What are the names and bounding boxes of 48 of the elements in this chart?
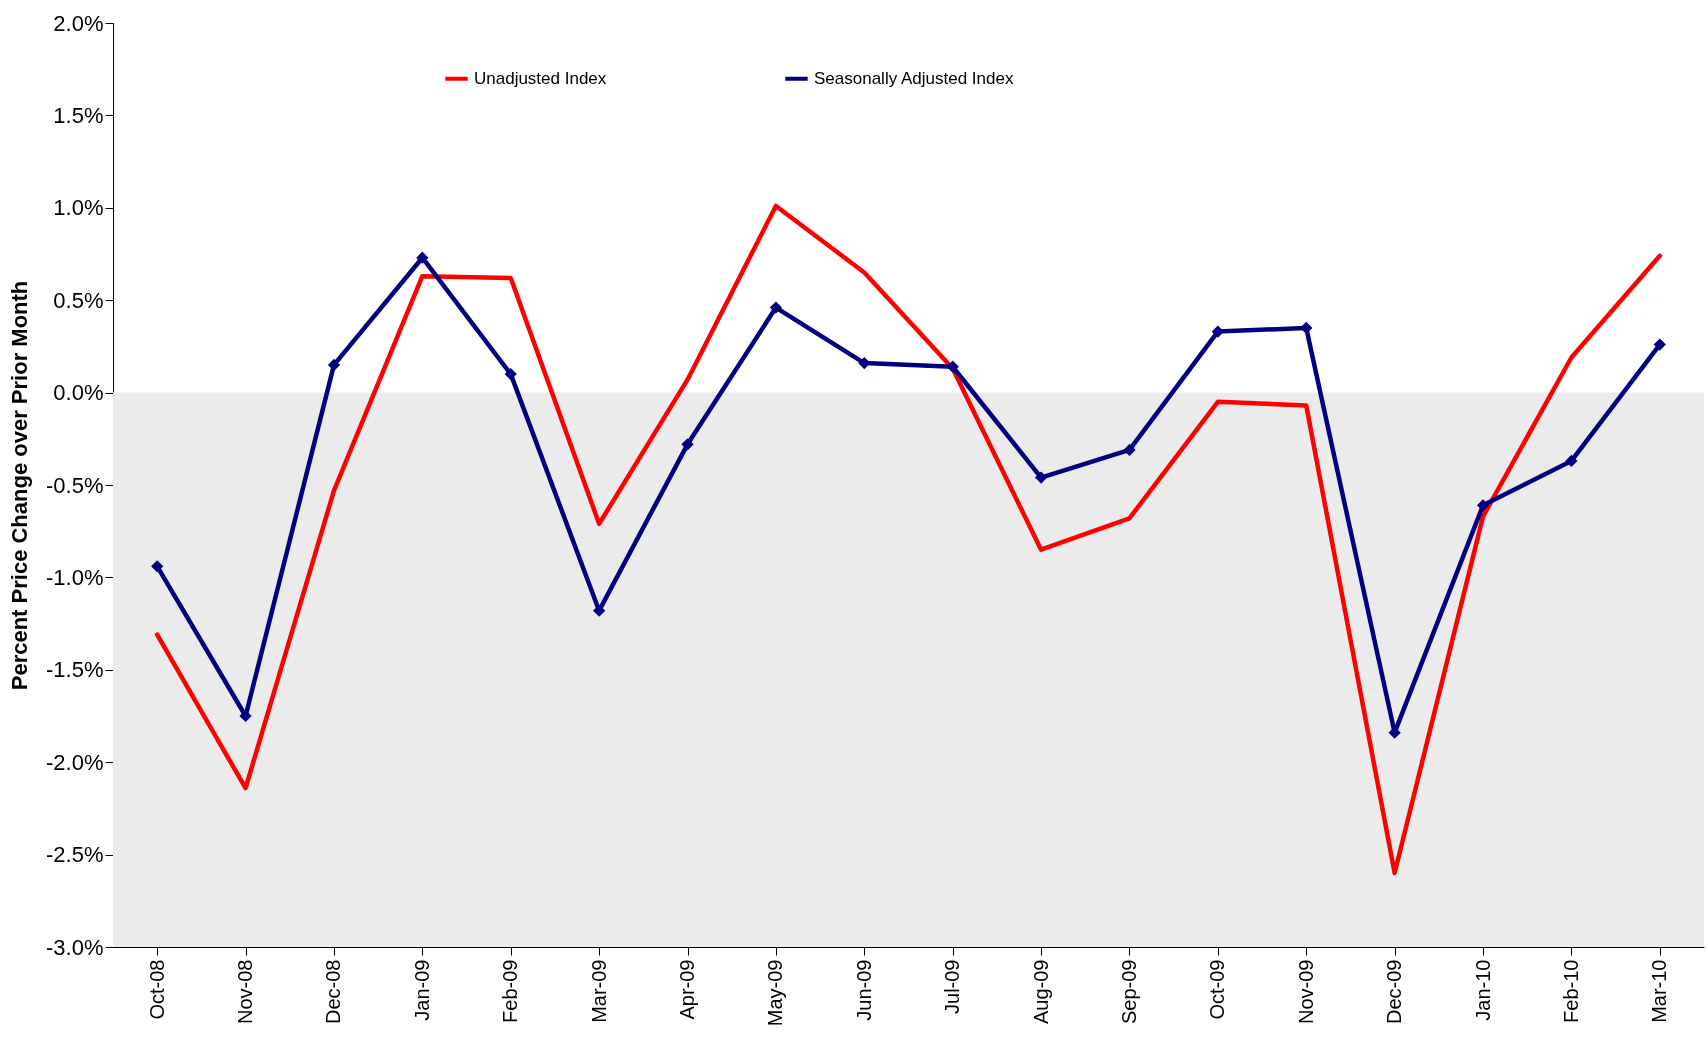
y-tick-label: 1.5%: [53, 102, 104, 128]
y-tick-label: -2.0%: [46, 749, 104, 775]
x-tick-label: Apr-09: [676, 959, 699, 1020]
point: [504, 368, 517, 381]
x-tick-label: Nov-08: [234, 959, 257, 1024]
x-tick-label: Jan-09: [410, 959, 433, 1021]
x-tick-label: May-09: [764, 959, 787, 1027]
x-tick-label: Oct-09: [1206, 959, 1229, 1020]
legend-label: Unadjusted Index: [474, 68, 607, 88]
point: [1653, 338, 1666, 351]
line-series: [154, 203, 1663, 876]
y-tick-label: -1.5%: [46, 657, 104, 683]
point: [1476, 499, 1490, 512]
point: [1565, 454, 1578, 468]
point: [858, 356, 871, 370]
y-tick-label: 0.5%: [53, 287, 104, 313]
point: [769, 301, 783, 314]
x-tick-label: Jun-09: [852, 959, 875, 1021]
x-tick-label: Dec-09: [1383, 959, 1406, 1024]
x-tick-label: Feb-09: [499, 959, 522, 1023]
x-tick-label: Mar-09: [587, 959, 610, 1023]
y-tick-label: 1.0%: [53, 195, 104, 221]
y-tick-label: -0.5%: [46, 472, 104, 498]
point: [593, 604, 606, 617]
y-tick-label: -2.5%: [46, 842, 104, 868]
x-tick-label: Feb-10: [1559, 959, 1582, 1023]
x-tick-label: Dec-08: [322, 959, 345, 1024]
legend-label: Seasonally Adjusted Index: [814, 68, 1014, 88]
x-tick-label: Jan-10: [1471, 959, 1494, 1021]
x-tick-label: Sep-09: [1117, 959, 1140, 1024]
point: [1034, 471, 1048, 484]
y-axis-title: Percent Price Change over Prior Month: [7, 280, 33, 691]
point: [681, 438, 694, 451]
point: [1123, 443, 1136, 457]
x-tick-label: Oct-08: [145, 959, 168, 1020]
point: [151, 560, 164, 573]
y-tick-label: 2.0%: [53, 10, 104, 36]
point: [1211, 325, 1224, 338]
point: [1300, 321, 1313, 335]
y-tick-label: -1.0%: [46, 564, 104, 590]
x-tick-label: Aug-09: [1029, 959, 1052, 1024]
x-tick-label: Jul-09: [941, 959, 964, 1014]
y-tick-label: 0.0%: [53, 380, 104, 406]
x-tick-label: Nov-09: [1294, 959, 1317, 1024]
point: [327, 358, 341, 371]
x-tick-label: Mar-10: [1648, 959, 1671, 1023]
y-tick-label: -3.0%: [46, 934, 104, 960]
point: [416, 251, 429, 264]
